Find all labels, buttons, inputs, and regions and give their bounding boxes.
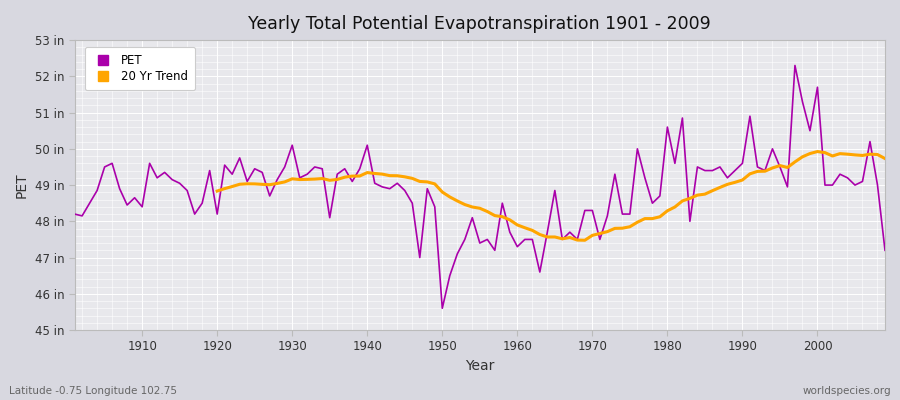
X-axis label: Year: Year — [465, 359, 494, 373]
Legend: PET, 20 Yr Trend: PET, 20 Yr Trend — [85, 46, 195, 90]
Text: worldspecies.org: worldspecies.org — [803, 386, 891, 396]
Title: Yearly Total Potential Evapotranspiration 1901 - 2009: Yearly Total Potential Evapotranspiratio… — [248, 15, 711, 33]
Y-axis label: PET: PET — [15, 172, 29, 198]
Text: Latitude -0.75 Longitude 102.75: Latitude -0.75 Longitude 102.75 — [9, 386, 177, 396]
